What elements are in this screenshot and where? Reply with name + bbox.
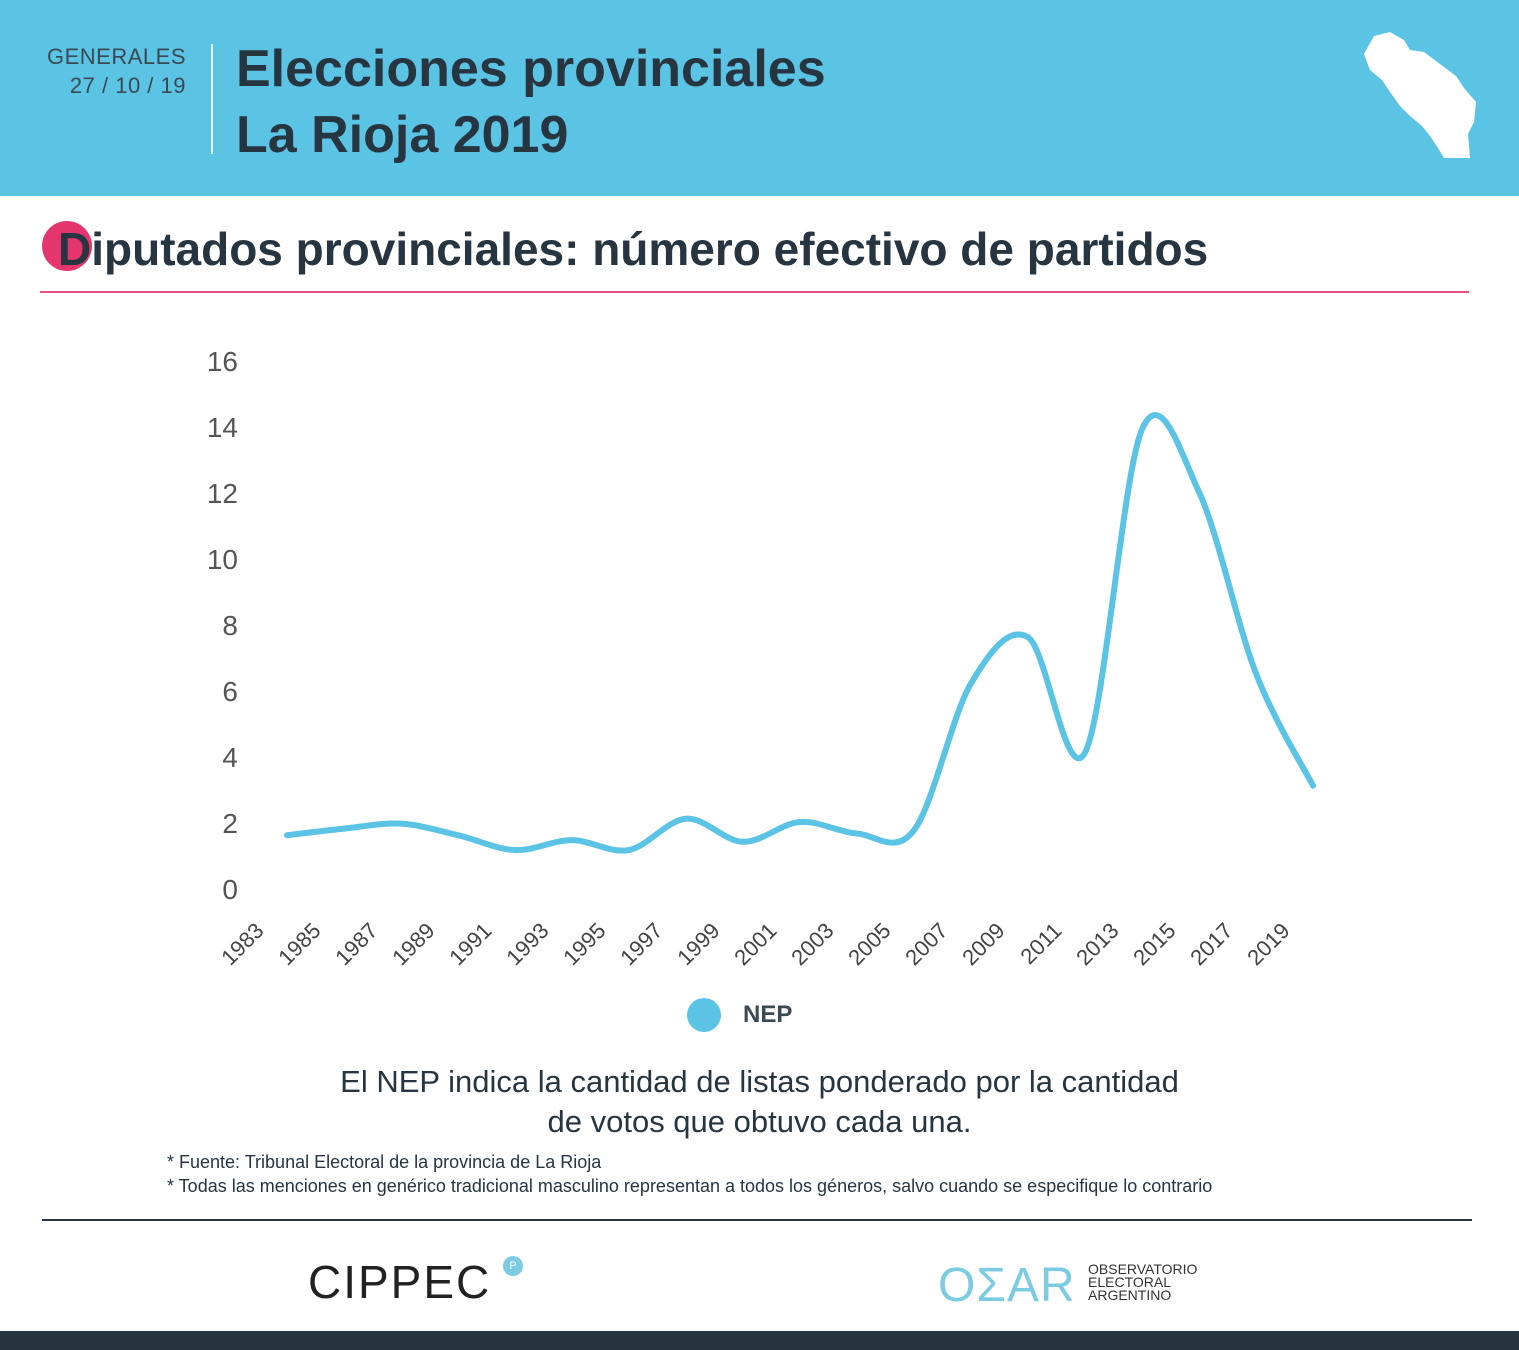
y-tick-label: 6: [222, 676, 238, 707]
footnotes: * Fuente: Tribunal Electoral de la provi…: [167, 1150, 1212, 1198]
footnote-source: * Fuente: Tribunal Electoral de la provi…: [167, 1152, 602, 1172]
cippec-badge-icon: P: [503, 1256, 523, 1276]
note-line-2: de votos que obtuvo cada una.: [547, 1104, 972, 1139]
chart-title: Diputados provinciales: número efectivo …: [58, 223, 1209, 275]
x-tick-label: 2009: [957, 918, 1009, 970]
legend-label-nep: NEP: [743, 1001, 793, 1028]
series-line-nep: [284, 412, 1316, 854]
divider: [211, 44, 213, 154]
footer-divider: [42, 1219, 1472, 1221]
x-tick-label: 1989: [387, 918, 439, 970]
explanation-note: El NEP indica la cantidad de listas pond…: [0, 1062, 1519, 1142]
election-label: GENERALES: [47, 44, 186, 69]
election-date: 27 / 10 / 19: [69, 73, 186, 98]
cippec-logo: CIPPEC: [308, 1256, 492, 1308]
footnote-gender: * Todas las menciones en genérico tradic…: [167, 1176, 1213, 1196]
title-underline: [40, 291, 1469, 293]
oear-line-1: OBSERVATORIO: [1088, 1261, 1198, 1277]
x-tick-label: 1993: [501, 918, 553, 970]
bottom-bar: [0, 1331, 1519, 1350]
x-tick-label: 2013: [1071, 918, 1123, 970]
x-tick-label: 1985: [273, 918, 325, 970]
x-tick-label: 2001: [729, 918, 781, 970]
y-tick-label: 14: [207, 412, 238, 443]
y-tick-label: 2: [222, 808, 238, 839]
la-rioja-map-icon: [1364, 32, 1476, 158]
oear-line-3: ARGENTINO: [1088, 1287, 1172, 1303]
y-tick-label: 4: [222, 742, 238, 773]
y-tick-label: 10: [207, 544, 238, 575]
header-banner: GENERALES 27 / 10 / 19 Elecciones provin…: [0, 0, 1519, 196]
y-tick-label: 0: [222, 874, 238, 905]
x-tick-label: 2005: [843, 918, 895, 970]
title-line-2: La Rioja 2019: [236, 106, 569, 164]
oear-line-2: ELECTORAL: [1088, 1274, 1171, 1290]
x-tick-label: 2019: [1242, 918, 1294, 970]
section-bullet: [42, 221, 92, 271]
x-tick-label: 1991: [444, 918, 496, 970]
oear-logo-text: OBSERVATORIO ELECTORAL ARGENTINO: [1088, 1261, 1198, 1303]
title-line-1: Elecciones provinciales: [236, 40, 826, 98]
x-tick-label: 1997: [615, 918, 667, 970]
x-tick-label: 2003: [786, 918, 838, 970]
x-tick-label: 2017: [1185, 918, 1237, 970]
x-tick-label: 2011: [1015, 918, 1066, 969]
note-line-1: El NEP indica la cantidad de listas pond…: [340, 1064, 1179, 1099]
x-tick-label: 1987: [330, 918, 382, 970]
legend-marker-nep: [687, 998, 721, 1032]
election-type: GENERALES 27 / 10 / 19: [47, 42, 186, 100]
x-tick-label: 2007: [900, 918, 952, 970]
y-tick-label: 16: [207, 346, 238, 377]
x-tick-label: 1999: [672, 918, 724, 970]
chart-legend: NEP: [687, 998, 792, 1032]
y-tick-label: 12: [207, 478, 238, 509]
y-tick-label: 8: [222, 610, 238, 641]
x-tick-label: 2015: [1128, 918, 1180, 970]
oear-logo: OΣAR: [938, 1259, 1076, 1312]
page-title: Elecciones provinciales La Rioja 2019: [236, 36, 826, 168]
x-tick-label: 1995: [558, 918, 610, 970]
x-tick-label: 1983: [216, 918, 268, 970]
